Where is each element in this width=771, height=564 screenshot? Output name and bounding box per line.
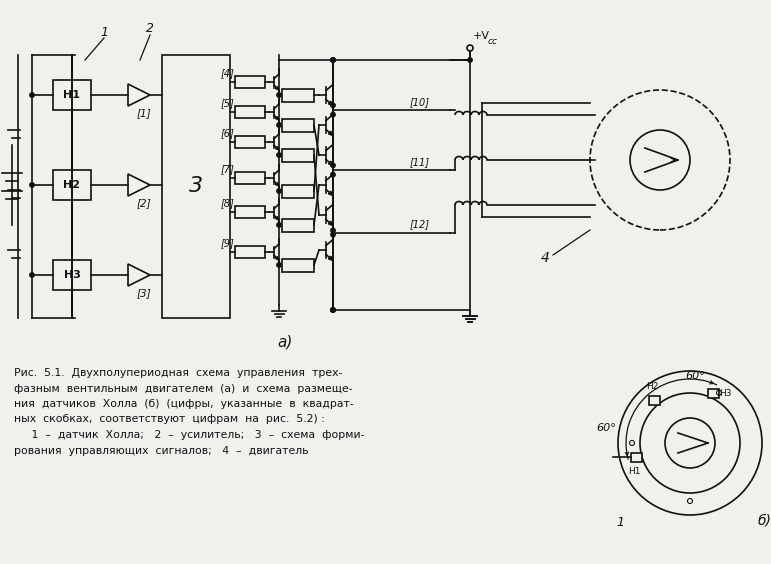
Text: 60°: 60° — [685, 371, 705, 381]
Circle shape — [277, 153, 281, 157]
Text: 4: 4 — [540, 251, 550, 265]
Bar — [235, 76, 265, 88]
Circle shape — [30, 93, 34, 97]
Circle shape — [331, 103, 335, 108]
Circle shape — [277, 123, 281, 127]
Polygon shape — [275, 117, 279, 120]
Text: [6]: [6] — [221, 128, 234, 138]
Text: Н2: Н2 — [63, 180, 80, 190]
Polygon shape — [328, 101, 333, 105]
Polygon shape — [328, 221, 333, 226]
Circle shape — [331, 228, 335, 232]
Text: [7]: [7] — [221, 164, 234, 174]
Text: [9]: [9] — [221, 238, 234, 248]
Bar — [235, 136, 265, 148]
Bar — [631, 453, 642, 462]
Circle shape — [277, 93, 281, 97]
Text: ния  датчиков  Холла  (б)  (цифры,  указанные  в  квадрат-: ния датчиков Холла (б) (цифры, указанные… — [14, 399, 354, 409]
Circle shape — [331, 308, 335, 312]
Bar — [235, 206, 265, 218]
Text: 1  –  датчик  Холла;   2  –  усилитель;   3  –  схема  форми-: 1 – датчик Холла; 2 – усилитель; 3 – схе… — [14, 430, 365, 440]
Circle shape — [331, 163, 335, 168]
Text: 3: 3 — [189, 176, 203, 196]
Circle shape — [331, 308, 335, 312]
Polygon shape — [328, 131, 333, 135]
Bar — [282, 89, 314, 102]
Text: Рис.  5.1.  Двухполупериодная  схема  управления  трех-: Рис. 5.1. Двухполупериодная схема управл… — [14, 368, 342, 378]
Bar — [235, 172, 265, 184]
Bar — [282, 185, 314, 198]
Bar — [708, 389, 719, 398]
Text: 1: 1 — [616, 517, 624, 530]
Text: [8]: [8] — [221, 198, 234, 208]
Bar — [282, 219, 314, 232]
Bar — [53, 260, 91, 290]
Text: ных  скобках,  соответствуют  цифрам  на  рис.  5.2) :: ных скобках, соответствуют цифрам на рис… — [14, 415, 325, 425]
Bar — [162, 55, 230, 318]
Circle shape — [30, 183, 34, 187]
Text: Н3: Н3 — [63, 270, 80, 280]
Bar — [282, 119, 314, 132]
Circle shape — [467, 45, 473, 51]
Polygon shape — [328, 191, 333, 196]
Text: Н3: Н3 — [719, 389, 732, 398]
Text: 60°: 60° — [596, 423, 616, 433]
Polygon shape — [275, 257, 279, 260]
Text: [1]: [1] — [136, 108, 151, 118]
Circle shape — [468, 58, 472, 62]
Text: cc: cc — [488, 37, 498, 46]
Circle shape — [331, 58, 335, 62]
Circle shape — [331, 58, 335, 62]
Polygon shape — [275, 147, 279, 150]
Text: б): б) — [757, 513, 771, 527]
Bar — [53, 170, 91, 200]
Text: [3]: [3] — [136, 288, 151, 298]
Bar — [53, 80, 91, 110]
Circle shape — [277, 223, 281, 227]
Circle shape — [331, 308, 335, 312]
Polygon shape — [328, 256, 333, 261]
Text: 1: 1 — [100, 27, 108, 39]
Circle shape — [30, 273, 34, 277]
Text: а): а) — [278, 334, 293, 350]
Text: [2]: [2] — [136, 198, 151, 208]
Text: Н2: Н2 — [646, 382, 659, 391]
Text: рования  управляющих  сигналов;   4  –  двигатель: рования управляющих сигналов; 4 – двигат… — [14, 446, 308, 456]
Polygon shape — [275, 217, 279, 220]
Circle shape — [331, 232, 335, 237]
Text: Н1: Н1 — [628, 467, 641, 476]
Bar — [282, 149, 314, 162]
Text: [5]: [5] — [221, 98, 234, 108]
Circle shape — [277, 189, 281, 193]
Circle shape — [331, 112, 335, 117]
Text: 2: 2 — [146, 21, 154, 34]
Text: [4]: [4] — [221, 68, 234, 78]
Bar — [282, 259, 314, 272]
Circle shape — [331, 58, 335, 62]
Text: фазным  вентильным  двигателем  (а)  и  схема  размеще-: фазным вентильным двигателем (а) и схема… — [14, 384, 352, 394]
Polygon shape — [275, 183, 279, 186]
Text: Н1: Н1 — [63, 90, 80, 100]
Text: [11]: [11] — [410, 157, 430, 167]
Bar — [649, 396, 660, 406]
Text: +V: +V — [473, 31, 490, 41]
Polygon shape — [328, 161, 333, 165]
Bar — [235, 246, 265, 258]
Circle shape — [277, 263, 281, 267]
Polygon shape — [275, 86, 279, 90]
Text: [12]: [12] — [410, 219, 430, 230]
Circle shape — [331, 173, 335, 177]
Text: [10]: [10] — [410, 97, 430, 107]
Bar — [235, 106, 265, 118]
